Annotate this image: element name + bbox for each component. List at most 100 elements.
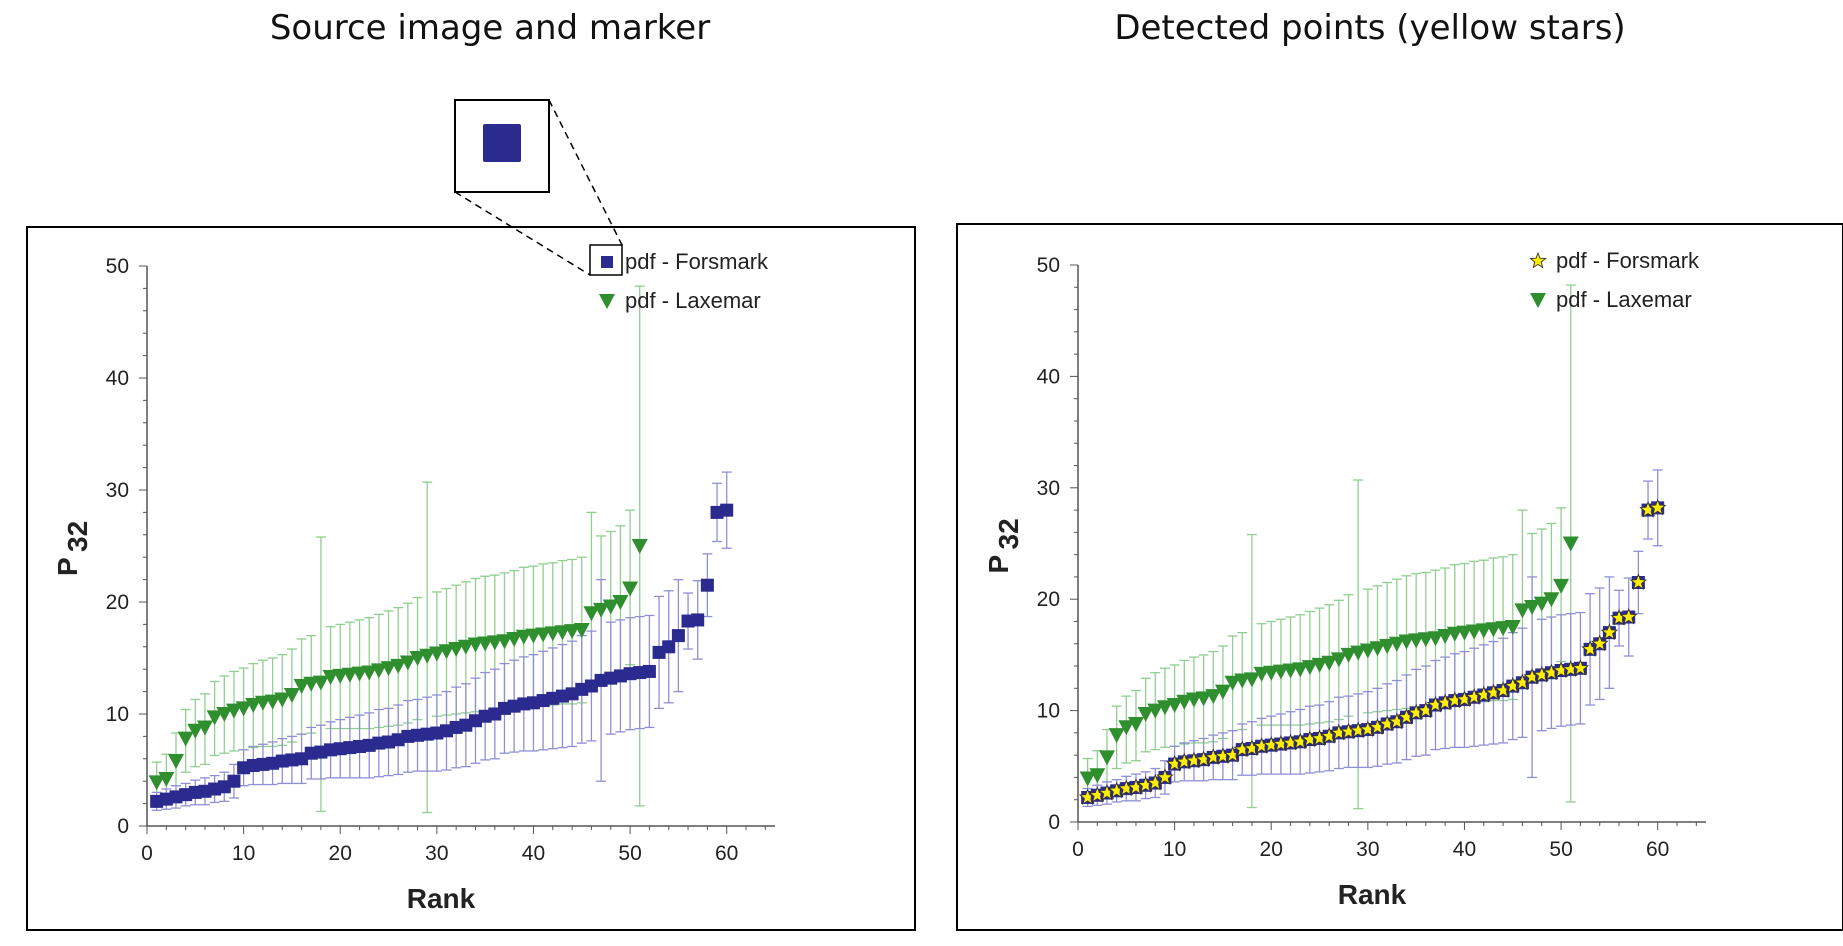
laxemar-point — [1359, 643, 1376, 659]
laxemar-point — [457, 639, 474, 655]
zoom-connector-line — [548, 99, 623, 246]
laxemar-point — [1514, 603, 1531, 619]
laxemar-point — [1311, 657, 1328, 673]
laxemar-point — [1495, 621, 1512, 637]
left-chart: 0 10 20 30 40 50 60 0 10 20 30 40 50 Rank P 32 pdf - For… — [26, 99, 916, 931]
x-tick-label: 30 — [425, 842, 448, 865]
laxemar-point — [1369, 641, 1386, 657]
laxemar-point — [264, 694, 281, 710]
laxemar-point — [1485, 622, 1502, 638]
laxemar-point — [1253, 666, 1270, 682]
legend-forsmark-marker — [1529, 251, 1547, 269]
laxemar-point — [544, 626, 561, 642]
laxemar-point — [1089, 768, 1106, 784]
x-tick-label: 20 — [1260, 838, 1283, 861]
marker-zoom-square — [483, 124, 521, 162]
laxemar-point — [467, 637, 484, 653]
y-axis-title-sub: 32 — [993, 518, 1024, 549]
laxemar-point — [380, 661, 397, 677]
detected-star — [1648, 498, 1667, 516]
laxemar-point — [1243, 672, 1260, 688]
laxemar-point — [390, 658, 407, 674]
y-axis-title: P 32 — [983, 518, 1024, 573]
x-axis-title: Rank — [407, 883, 476, 914]
laxemar-point — [1147, 703, 1164, 719]
laxemar-point — [245, 698, 262, 714]
laxemar-point — [1263, 665, 1280, 681]
laxemar-point — [1437, 628, 1454, 644]
y-tick-label: 40 — [1037, 365, 1060, 388]
x-tick-label: 0 — [1072, 838, 1084, 861]
forsmark-point — [720, 503, 734, 517]
x-tick-label: 10 — [232, 842, 255, 865]
y-tick-label: 30 — [1037, 477, 1060, 500]
forsmark-point — [642, 664, 656, 678]
laxemar-point — [1282, 663, 1299, 679]
forsmark-point — [691, 613, 705, 627]
detected-star — [1156, 768, 1174, 785]
laxemar-point — [419, 648, 436, 664]
laxemar-point — [583, 606, 600, 622]
detected-star — [1629, 573, 1648, 590]
x-tick-label: 60 — [715, 842, 738, 865]
laxemar-point — [1224, 675, 1241, 691]
laxemar-point — [1350, 645, 1367, 661]
laxemar-point — [1524, 599, 1541, 615]
laxemar-point — [158, 771, 175, 787]
laxemar-point — [1195, 691, 1212, 707]
forsmark-point — [700, 578, 714, 592]
laxemar-point — [274, 692, 291, 708]
laxemar-point — [177, 731, 194, 747]
laxemar-point — [573, 623, 590, 638]
laxemar-point — [448, 642, 465, 658]
right-panel-title: Detected points (yellow stars) — [1114, 8, 1626, 48]
y-axis-title-main: P — [52, 557, 83, 576]
laxemar-point — [496, 634, 513, 650]
x-tick-label: 50 — [618, 842, 641, 865]
laxemar-point — [148, 775, 165, 791]
laxemar-point — [399, 655, 416, 671]
zoom-connector-line — [454, 191, 591, 276]
laxemar-point — [1417, 632, 1434, 648]
laxemar-point — [486, 635, 503, 651]
laxemar-point — [370, 663, 387, 679]
y-tick-label: 10 — [106, 703, 129, 726]
laxemar-point — [283, 687, 300, 703]
legend-forsmark-label: pdf - Forsmark — [625, 249, 769, 274]
detected-star — [1619, 607, 1638, 625]
laxemar-point — [1562, 536, 1579, 552]
chart-frame — [26, 226, 916, 931]
laxemar-point — [1321, 655, 1338, 671]
y-tick-label: 0 — [117, 815, 129, 838]
laxemar-point — [293, 679, 310, 694]
laxemar-point — [1533, 596, 1550, 612]
laxemar-point — [187, 723, 204, 739]
legend-laxemar-marker — [1530, 293, 1546, 308]
laxemar-point — [1330, 652, 1347, 668]
laxemar-point — [515, 629, 532, 645]
laxemar-point — [1379, 638, 1396, 654]
laxemar-point — [409, 651, 426, 666]
laxemar-point — [312, 675, 329, 691]
forsmark-point — [662, 640, 676, 654]
laxemar-point — [1272, 664, 1289, 680]
laxemar-point — [1340, 647, 1357, 663]
x-tick-label: 40 — [522, 842, 545, 865]
laxemar-point — [1176, 694, 1193, 710]
x-tick-label: 40 — [1453, 838, 1476, 861]
x-tick-label: 0 — [141, 842, 153, 865]
forsmark-point — [227, 774, 241, 788]
laxemar-point — [1504, 620, 1521, 636]
laxemar-point — [554, 625, 571, 641]
legend-laxemar-label: pdf - Laxemar — [625, 288, 761, 313]
laxemar-point — [1234, 673, 1251, 689]
detected-star — [1571, 659, 1590, 676]
laxemar-point — [1108, 728, 1125, 744]
laxemar-point — [1466, 624, 1483, 640]
chart-frame — [956, 223, 1843, 931]
laxemar-point — [322, 670, 339, 686]
legend-laxemar-marker — [599, 294, 615, 309]
laxemar-point — [1301, 660, 1318, 676]
laxemar-point — [506, 631, 523, 647]
laxemar-point — [564, 624, 581, 640]
